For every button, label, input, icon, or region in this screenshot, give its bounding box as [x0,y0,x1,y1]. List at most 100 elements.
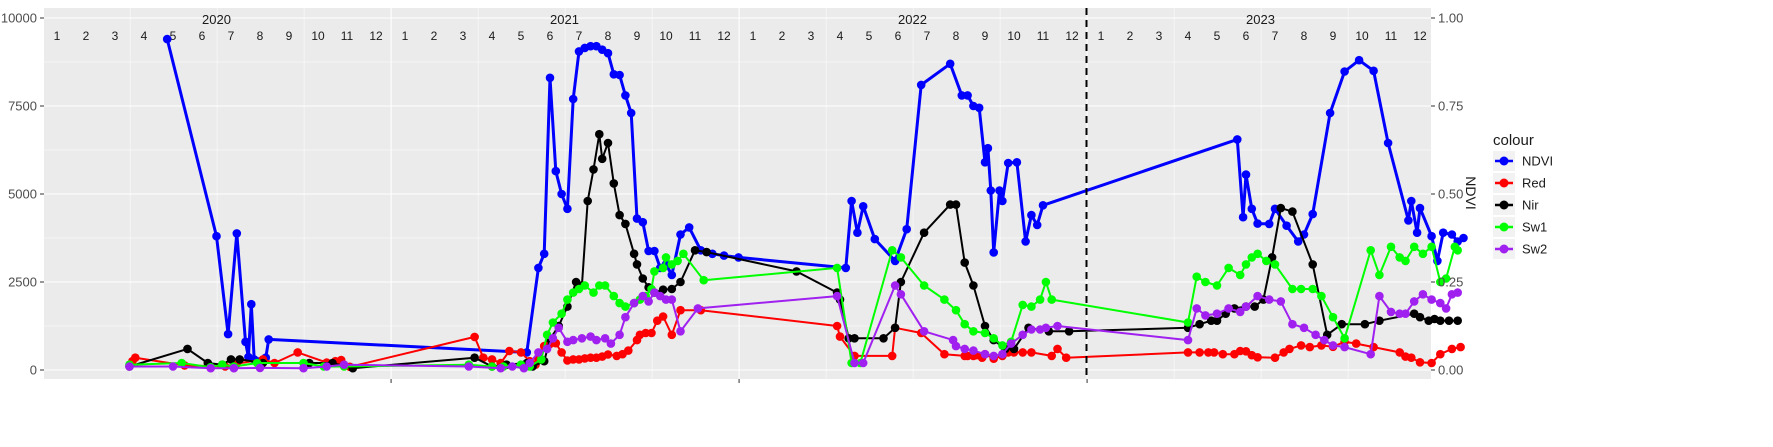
data-point [568,94,578,104]
month-label: 6 [1243,29,1250,43]
y-tick-label: 0 [30,363,37,378]
data-point [896,290,906,299]
data-point [1386,242,1396,252]
y-tick-label: 5000 [8,187,37,202]
data-point [661,253,671,262]
month-label: 1 [54,29,61,43]
data-point [1404,216,1413,225]
month-label: 4 [1185,29,1192,43]
data-point [945,59,955,69]
y2-tick-label: 0.50 [1438,187,1463,202]
data-point [600,281,610,290]
data-point [1233,135,1242,144]
data-point [1053,321,1062,331]
data-point [537,355,546,364]
data-point [658,263,668,273]
data-point [1212,309,1222,319]
month-label: 2 [1127,29,1134,43]
y-tick-label: 7500 [8,99,37,114]
legend-items: NDVI Red Nir Sw1 Sw2 [1493,151,1553,259]
data-point [679,249,688,259]
data-point [1328,341,1338,350]
data-point [534,263,543,273]
data-point [1027,348,1036,357]
data-point [1241,170,1251,179]
y-tick-label: 10000 [1,11,37,26]
data-point [1337,319,1346,329]
data-point [615,330,624,340]
data-point [545,73,555,83]
data-point [609,179,619,188]
data-point [1276,203,1286,213]
data-point [1436,316,1445,326]
data-point [998,196,1007,206]
data-point [986,186,996,195]
data-point [609,291,619,301]
data-point [1375,270,1384,280]
data-point [1325,108,1335,118]
data-point [1018,330,1027,340]
month-label: 8 [1301,29,1308,43]
y2-axis-title: NDVI [1463,176,1479,209]
data-point [919,228,929,237]
data-point [673,256,682,266]
data-point [1288,284,1297,294]
month-label: 12 [1413,29,1427,43]
data-point [1195,348,1204,357]
data-point [629,298,639,308]
data-point [1441,274,1451,283]
month-label: 3 [460,29,467,43]
data-point [940,349,949,359]
year-label: 2022 [898,12,927,27]
data-point [1003,158,1013,168]
month-label: 6 [547,29,554,43]
month-label: 12 [717,29,731,43]
month-label: 3 [112,29,119,43]
data-point [989,334,998,343]
month-label: 4 [489,29,496,43]
data-point [1308,260,1317,269]
data-point [603,138,613,148]
data-point [1447,344,1457,354]
data-point [676,277,685,287]
data-point [1427,295,1436,304]
data-point [563,204,572,214]
data-point [516,348,526,357]
data-point [1366,349,1375,359]
data-point [667,284,677,294]
data-point [525,358,534,368]
data-point [998,341,1007,350]
data-point [1212,316,1222,326]
data-point [1041,323,1051,333]
data-point [960,319,969,329]
month-label: 1 [1098,29,1105,43]
year-label: 2021 [550,12,579,27]
data-point [1415,358,1425,367]
y-tick-label: 2500 [8,275,37,290]
month-label: 9 [982,29,989,43]
legend-key-dot [1499,200,1509,210]
data-point [1238,212,1248,222]
data-point [464,362,474,371]
month-label: 7 [576,29,583,43]
data-point [542,344,552,354]
data-point [508,362,517,371]
data-point [916,80,926,90]
y2-tick-label: 1.00 [1438,11,1463,26]
data-point [577,334,587,343]
data-point [995,186,1004,195]
y2-tick-label: 0.00 [1438,363,1463,378]
month-label: 10 [659,29,673,43]
data-point [597,154,607,164]
y-axis-right: 0.00 0.25 0.50 0.75 1.00 [1431,11,1463,378]
data-point [1340,334,1349,343]
data-point [858,358,868,368]
month-labels: 1 2 3 4 5 6 7 8 9 10 11 12 1 2 3 4 5 6 7 8 9 10 11 12 1 2 3 4 5 6 7 8 9 1… [54,29,1427,43]
data-point [989,248,998,257]
data-point [168,362,178,371]
data-point [638,217,648,227]
data-point [919,281,929,290]
month-label: 5 [170,29,177,43]
data-point [232,229,242,238]
